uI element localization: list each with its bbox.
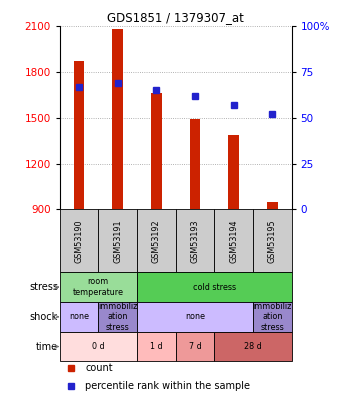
Text: GSM53195: GSM53195 xyxy=(268,219,277,262)
Bar xyxy=(137,272,292,302)
Text: GSM53194: GSM53194 xyxy=(229,219,238,262)
Bar xyxy=(253,209,292,272)
Text: shock: shock xyxy=(30,312,58,322)
Text: GSM53190: GSM53190 xyxy=(74,219,84,262)
Text: immobiliz
ation
stress: immobiliz ation stress xyxy=(98,302,137,332)
Bar xyxy=(176,332,214,361)
Text: count: count xyxy=(85,363,113,373)
Bar xyxy=(60,272,137,302)
Bar xyxy=(137,209,176,272)
Bar xyxy=(176,209,214,272)
Text: 0 d: 0 d xyxy=(92,342,105,351)
Bar xyxy=(60,302,98,332)
Text: 7 d: 7 d xyxy=(189,342,201,351)
Text: GSM53193: GSM53193 xyxy=(190,219,199,262)
Text: time: time xyxy=(36,341,58,352)
Text: percentile rank within the sample: percentile rank within the sample xyxy=(85,381,250,391)
Bar xyxy=(190,119,201,209)
Bar xyxy=(214,209,253,272)
Title: GDS1851 / 1379307_at: GDS1851 / 1379307_at xyxy=(107,11,244,24)
Bar xyxy=(98,209,137,272)
Bar xyxy=(137,332,176,361)
Text: 1 d: 1 d xyxy=(150,342,163,351)
Bar xyxy=(60,332,137,361)
Bar xyxy=(228,134,239,209)
Bar xyxy=(137,302,253,332)
Text: none: none xyxy=(185,312,205,321)
Bar xyxy=(74,62,85,209)
Text: immobiliz
ation
stress: immobiliz ation stress xyxy=(253,302,292,332)
Bar xyxy=(253,302,292,332)
Bar xyxy=(112,30,123,209)
Text: none: none xyxy=(69,312,89,321)
Bar xyxy=(60,209,98,272)
Text: cold stress: cold stress xyxy=(193,283,236,292)
Bar xyxy=(214,332,292,361)
Bar xyxy=(98,302,137,332)
Text: room
temperature: room temperature xyxy=(73,277,124,297)
Text: 28 d: 28 d xyxy=(244,342,262,351)
Bar xyxy=(267,202,278,209)
Bar xyxy=(151,94,162,209)
Text: stress: stress xyxy=(29,282,58,292)
Text: GSM53191: GSM53191 xyxy=(113,219,122,262)
Text: GSM53192: GSM53192 xyxy=(152,219,161,262)
